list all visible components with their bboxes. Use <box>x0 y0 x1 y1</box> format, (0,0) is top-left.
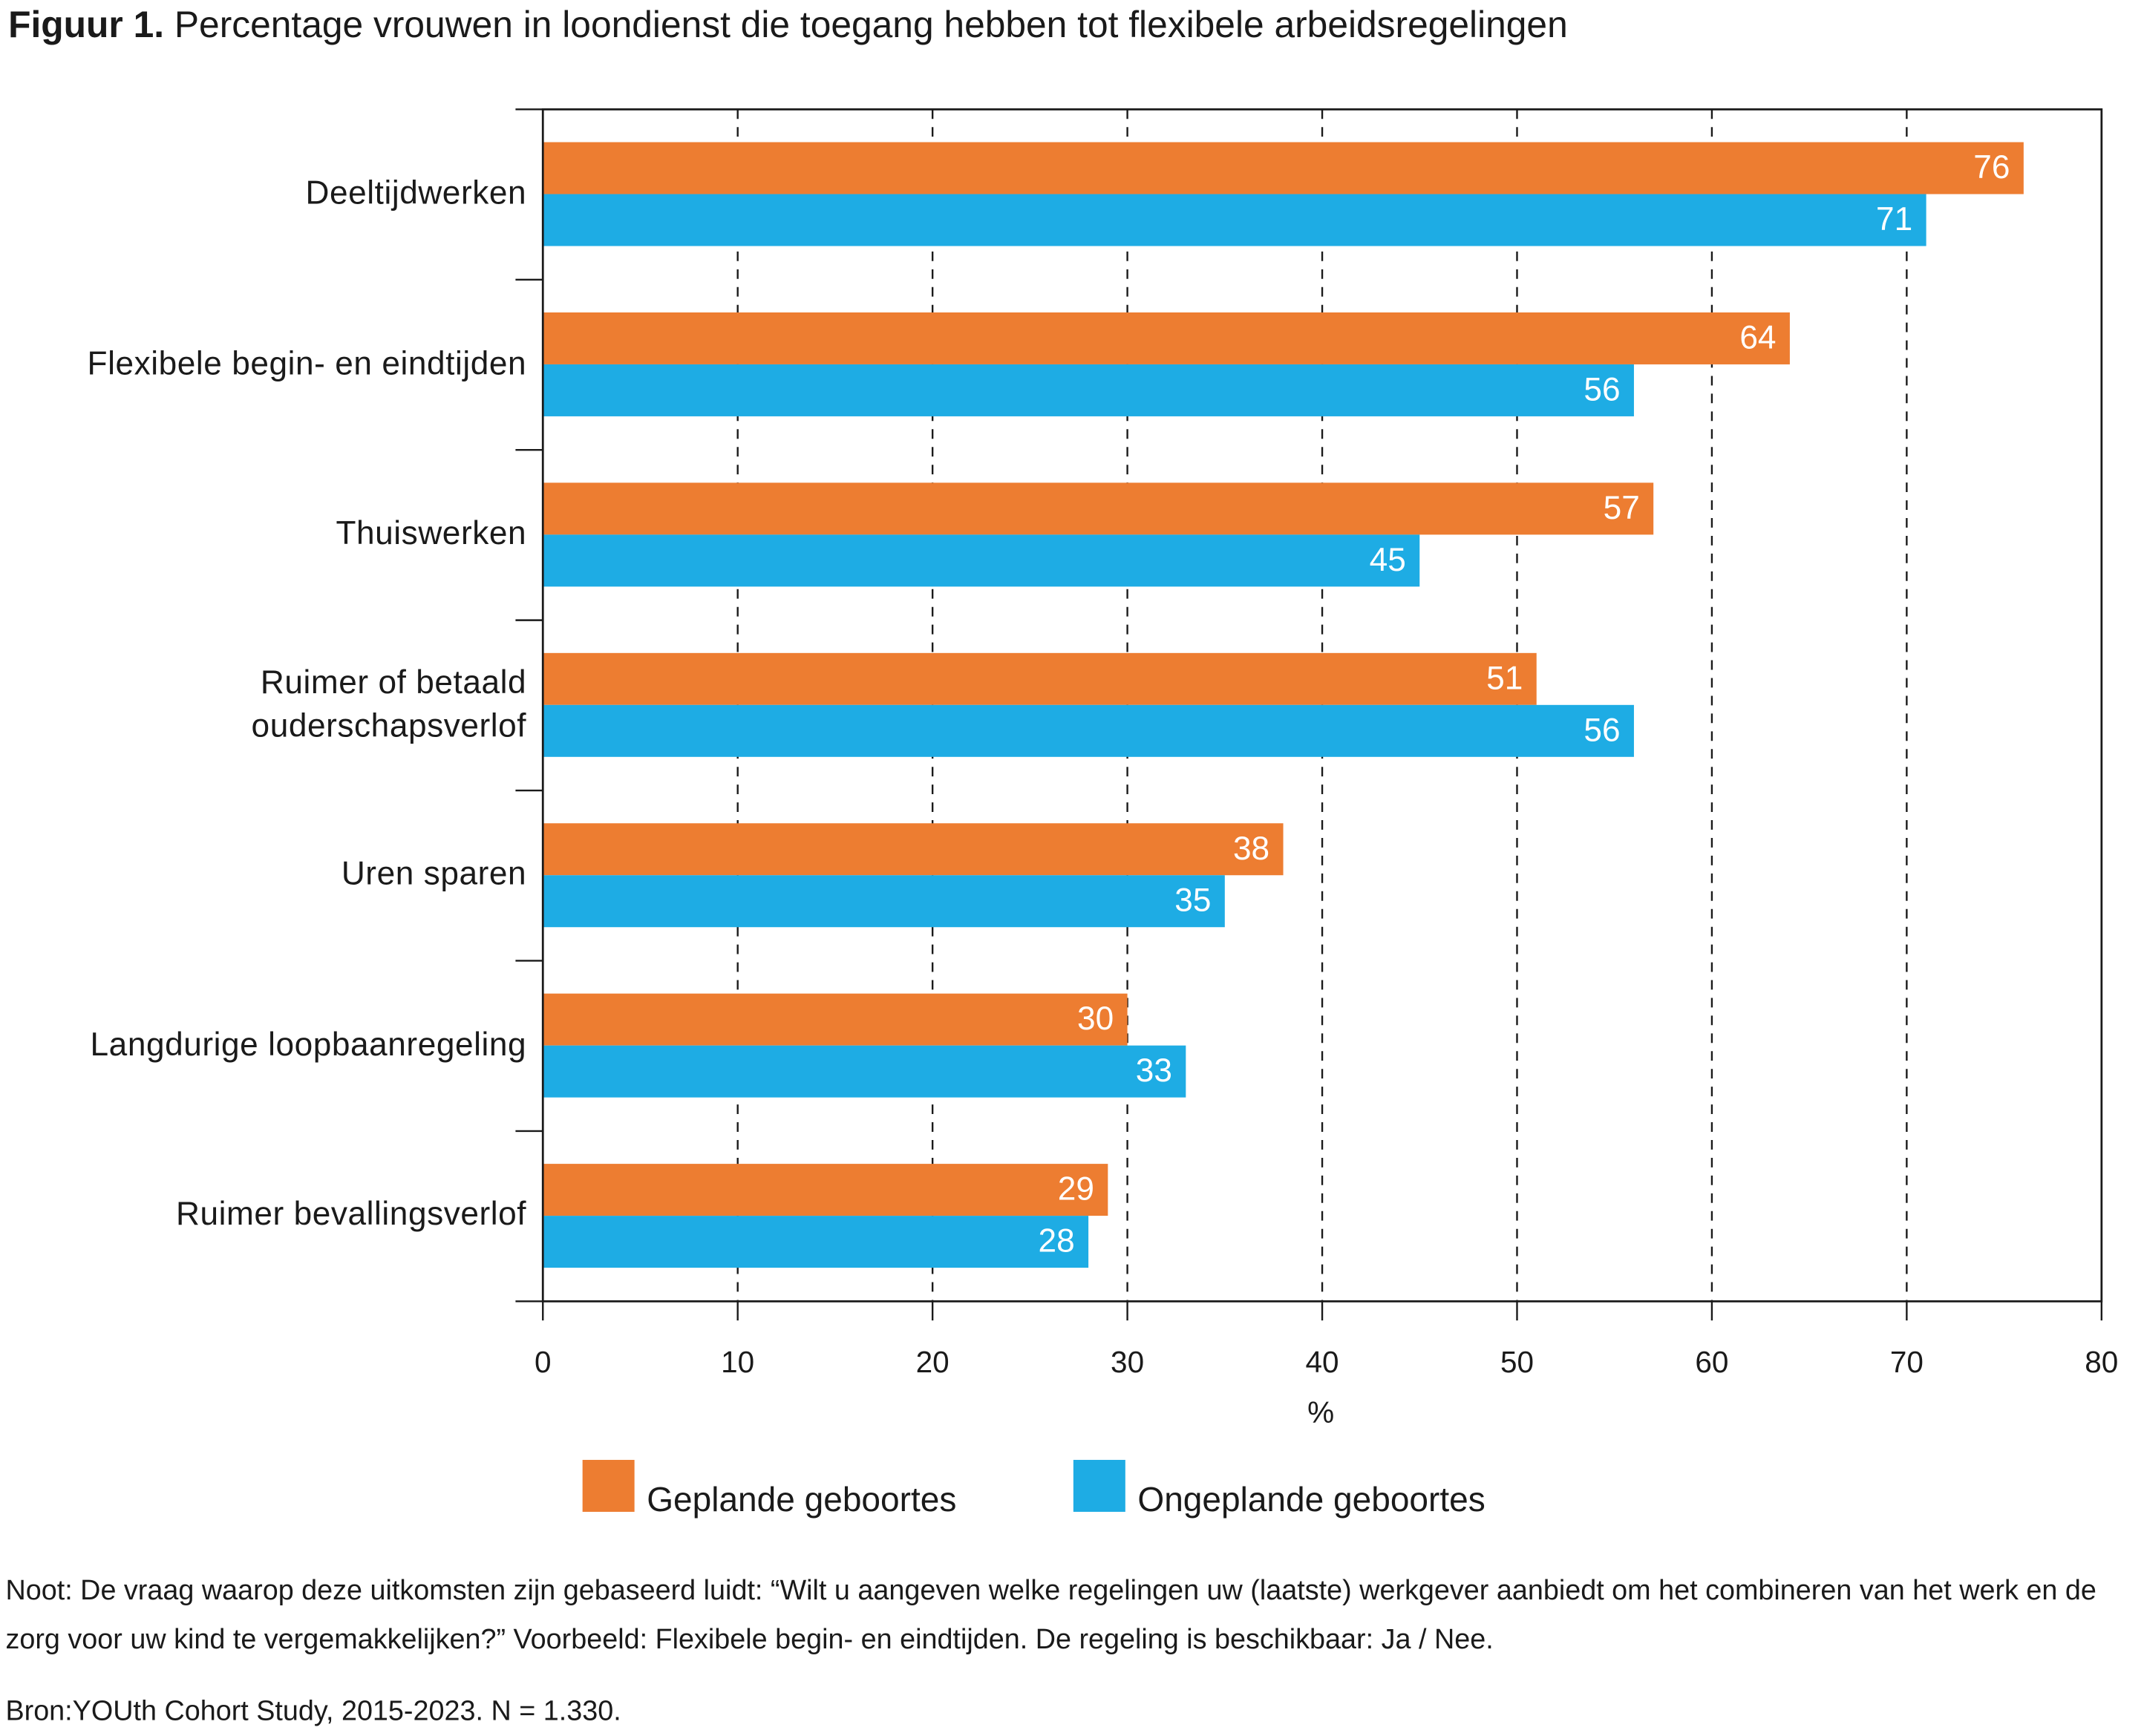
value-label: 76 <box>1973 149 2010 186</box>
category-label-box: Flexibele begin- en eindtijden <box>87 345 527 382</box>
note: Noot: De vraag waarop deze uitkomsten zi… <box>5 1574 2096 1656</box>
title-label: Figuur 1. <box>8 4 164 45</box>
value-label: 45 <box>1370 542 1406 578</box>
bar <box>543 1045 1186 1098</box>
bar <box>543 704 1634 757</box>
category-label: Thuiswerken <box>336 515 527 553</box>
value-label: 57 <box>1604 490 1640 526</box>
x-tick-label: 10 <box>721 1345 754 1379</box>
value-label: 33 <box>1136 1052 1172 1089</box>
value-label: 38 <box>1233 831 1269 867</box>
x-tick-label: 80 <box>2085 1345 2118 1379</box>
value-label: 35 <box>1174 882 1211 919</box>
category-label: Langdurige loopbaanregeling <box>90 1026 527 1064</box>
bar <box>543 142 2024 194</box>
value-label: 71 <box>1876 201 1912 238</box>
legend-swatch <box>582 1459 635 1512</box>
bar <box>543 993 1128 1046</box>
x-tick-label: 0 <box>535 1345 552 1379</box>
category-label: Ruimer bevallingsverlof <box>176 1196 527 1234</box>
category-label-box: Thuiswerken <box>336 515 527 553</box>
legend-swatch <box>1073 1459 1125 1512</box>
value-label: 29 <box>1058 1171 1094 1208</box>
x-tick-label: 40 <box>1306 1345 1339 1379</box>
category-label: Ruimer of betaald ouderschapsverlof <box>251 664 527 745</box>
category-label: Uren sparen <box>341 856 527 894</box>
x-axis-label: % <box>1307 1395 1334 1429</box>
bar <box>543 482 1654 535</box>
category-label-box: Langdurige loopbaanregeling <box>90 1026 527 1064</box>
category-label-box: Deeltijdwerken <box>305 174 527 212</box>
bar <box>543 823 1284 876</box>
bar <box>543 1164 1108 1216</box>
bar <box>543 194 1926 246</box>
chart-title: Figuur 1. Percentage vrouwen in loondien… <box>8 4 1568 45</box>
x-tick-label: 60 <box>1695 1345 1728 1379</box>
bar <box>543 652 1537 705</box>
value-label: 30 <box>1077 1000 1114 1037</box>
source: Bron:YOUth Cohort Study, 2015-2023. N = … <box>5 1695 621 1726</box>
legend-label: Geplande geboortes <box>647 1480 956 1519</box>
x-tick-label: 50 <box>1500 1345 1534 1379</box>
title-text: Percentage vrouwen in loondienst die toe… <box>174 4 1568 45</box>
legend-label: Ongeplande geboortes <box>1137 1480 1485 1519</box>
category-label: Deeltijdwerken <box>305 174 527 212</box>
x-tick-label: 70 <box>1890 1345 1924 1379</box>
x-tick-label: 20 <box>916 1345 950 1379</box>
value-label: 56 <box>1584 371 1620 407</box>
bar <box>543 875 1225 928</box>
category-label-box: Ruimer bevallingsverlof <box>176 1196 527 1234</box>
value-label: 64 <box>1739 319 1776 356</box>
value-label: 51 <box>1486 660 1523 696</box>
bar <box>543 534 1420 587</box>
bar <box>543 312 1790 364</box>
bar <box>543 364 1634 416</box>
category-label-box: Uren sparen <box>341 856 527 894</box>
bar <box>543 1216 1089 1268</box>
category-label: Flexibele begin- en eindtijden <box>87 345 527 382</box>
value-label: 28 <box>1039 1223 1075 1260</box>
x-tick-label: 30 <box>1111 1345 1144 1379</box>
plot-frame <box>541 108 2103 1303</box>
value-label: 56 <box>1584 712 1620 748</box>
note-box: Noot: De vraag waarop deze uitkomsten zi… <box>5 1574 2096 1656</box>
category-label-box: Ruimer of betaald ouderschapsverlof <box>251 664 527 745</box>
